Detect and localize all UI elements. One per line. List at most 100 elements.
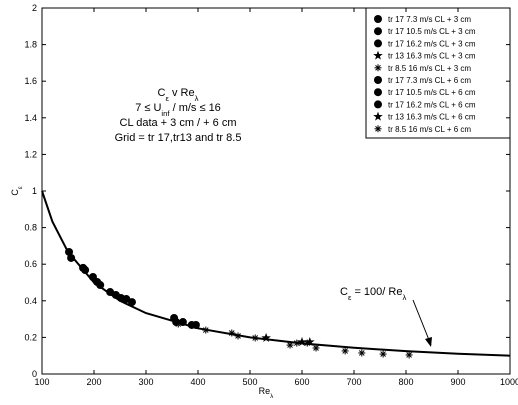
marker [251,334,259,342]
y-tick-label: 0.4 [24,296,37,306]
marker [79,263,88,272]
text-part: C [158,87,166,99]
y-axis-label: Cε [10,186,24,196]
marker [293,339,301,347]
marker-stroke [293,340,300,346]
y-tick-label: 0.8 [24,223,37,233]
x-tick-label: 900 [450,377,465,387]
marker [405,351,413,359]
subscript: ε [17,186,24,189]
marker [374,76,382,84]
annotation: CL data + 3 cm / + 6 cm [120,117,237,129]
y-tick-label: 1.4 [24,113,37,123]
y-tick-label: 0.6 [24,259,37,269]
x-tick-label: 800 [398,377,413,387]
marker-dot [65,247,74,256]
marker [374,125,382,133]
subscript: λ [402,293,406,302]
marker-dot [374,100,382,109]
marker-stroke [358,350,365,356]
text-part: = 100/ Re [351,286,402,298]
marker-dot [187,320,196,329]
marker [374,15,382,23]
marker [111,290,120,299]
marker [261,332,271,342]
marker-dot [122,294,131,303]
annotation: Grid = tr 17,tr13 and tr 8.5 [115,132,242,144]
marker-stroke [304,340,311,346]
curve [41,190,511,357]
marker [172,318,181,327]
marker-star [305,337,315,346]
marker [67,253,76,262]
legend-label: tr 8.5 16 m/s CL + 6 cm [388,125,471,134]
text-part: Grid = tr 17,tr13 and tr 8.5 [115,132,242,144]
x-tick-label: 200 [86,377,101,387]
subscript: ε [348,293,352,302]
legend-label: tr 17 16.2 m/s CL + 3 cm [388,39,476,48]
marker [358,349,366,357]
marker [374,88,382,97]
marker [373,111,383,121]
marker-star [373,50,383,60]
y-tick-label: 0 [32,369,37,379]
marker [341,347,349,355]
marker-dot [172,318,181,327]
annotation: 7 ≤ Uinf / m/s ≤ 16 [135,102,221,118]
marker-dot [67,253,76,262]
marker [88,273,97,282]
text-part: v Re [169,87,195,99]
marker [374,100,382,109]
legend-label: tr 8.5 16 m/s CL + 3 cm [388,64,471,73]
y-tick-label: 1.8 [24,40,37,50]
marker [187,320,196,329]
y-tick-label: 0.2 [24,332,37,342]
legend-label: tr 17 10.5 m/s CL + 3 cm [388,27,476,36]
x-tick-label: 400 [190,377,205,387]
marker [303,339,311,347]
marker-stroke [252,335,259,341]
marker [373,50,383,60]
y-tick-label: 2 [32,3,37,13]
text-part: C [340,286,348,298]
marker-stroke [202,327,209,333]
marker-star [261,332,271,342]
marker-stroke [380,351,386,357]
marker-dot [374,15,382,23]
marker-stroke [406,352,412,358]
text-part: Re [259,386,271,396]
text-part: / m/s ≤ 16 [170,102,221,114]
marker-dot [374,39,382,48]
marker [286,341,294,349]
x-axis-label: Reλ [259,386,275,400]
y-tick-label: 1.6 [24,76,37,86]
subscript: λ [195,94,199,103]
legend-label: tr 13 16.3 m/s CL + 6 cm [388,113,476,122]
marker-dot [374,76,382,84]
legend-label: tr 17 7.3 m/s CL + 3 cm [388,15,471,24]
marker [297,337,307,346]
marker [65,247,74,256]
marker-dot [374,88,382,97]
arrow [412,299,432,346]
marker-star [373,111,383,121]
x-tick-label: 1000 [500,377,518,387]
marker-stroke [375,64,381,71]
marker-dot [111,290,120,299]
subscript: ε [165,94,169,103]
marker [96,281,105,290]
text-part: CL data + 3 cm / + 6 cm [120,117,237,129]
marker [374,64,382,72]
marker-stroke [375,125,381,132]
marker-stroke [228,330,235,336]
marker [234,332,242,340]
marker-dot [374,27,382,36]
marker-star [297,337,307,346]
text-part: 7 ≤ U [135,102,161,114]
marker [374,27,382,36]
y-tick-label: 1.2 [24,149,37,159]
marker-stroke [235,333,241,339]
x-tick-label: 300 [138,377,153,387]
marker [379,350,387,358]
